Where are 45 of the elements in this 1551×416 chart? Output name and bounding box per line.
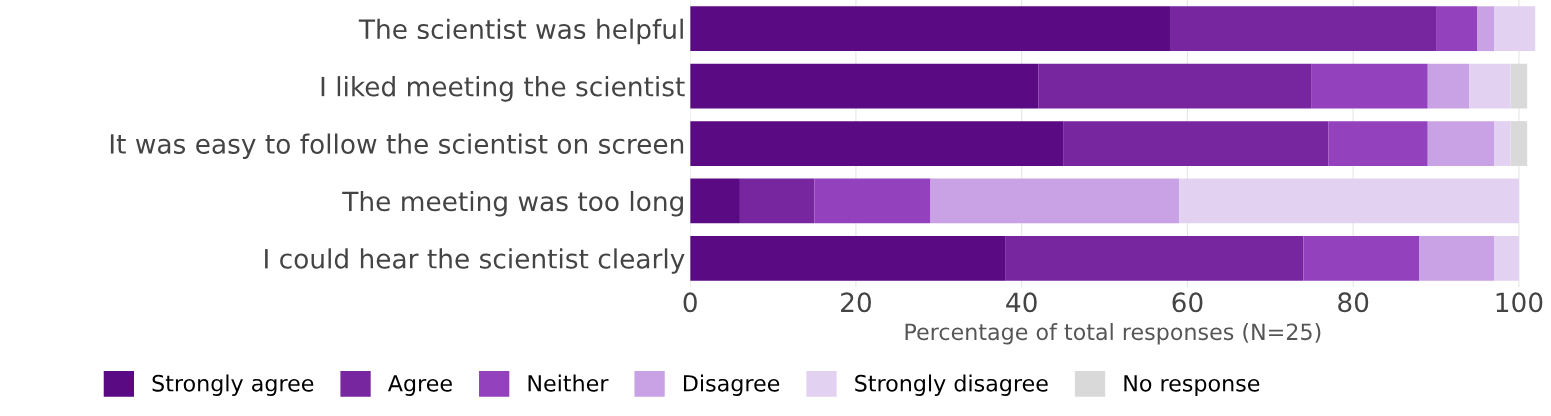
bar (1477, 6, 1495, 52)
legend-label: Strongly agree (152, 374, 314, 396)
bar (739, 178, 815, 224)
bar (1038, 63, 1312, 109)
bar (1510, 121, 1528, 166)
bar (690, 6, 1171, 52)
bar (930, 178, 1180, 224)
y-tick-label: It was easy to follow the scientist on screen (110, 133, 684, 160)
bar (1303, 235, 1420, 281)
bar (1179, 178, 1519, 224)
bar (690, 178, 740, 224)
bar (690, 235, 1006, 281)
y-tick-label: The meeting was too long (342, 190, 683, 217)
bar (1427, 121, 1495, 166)
bar (1494, 6, 1536, 52)
bar (1510, 63, 1528, 109)
bar (1170, 6, 1437, 52)
x-tick-label: 0 (683, 292, 697, 313)
x-tick-label: 100 (1496, 292, 1543, 313)
x-tick-label: 40 (1006, 292, 1037, 313)
bar (1494, 121, 1511, 166)
x-tick-label: 60 (1172, 292, 1203, 313)
y-tick-label: I liked meeting the scientist (321, 76, 685, 102)
y-tick-label: I could hear the scientist clearly (265, 248, 685, 274)
x-tick-label: 20 (841, 292, 871, 313)
bar (814, 178, 931, 224)
legend-label: Neither (528, 374, 609, 392)
bar (690, 121, 1064, 166)
bar (1419, 235, 1495, 281)
bar (1328, 121, 1428, 166)
bar (1427, 63, 1470, 109)
x-tick-label: 80 (1338, 292, 1369, 313)
bar (1063, 121, 1329, 166)
bar (1436, 6, 1478, 52)
bar (1494, 235, 1519, 281)
bar (1469, 63, 1511, 109)
legend-label: Disagree (683, 374, 780, 396)
bar (690, 63, 1039, 109)
x-axis-title: Percentage of total responses (N=25) (905, 323, 1321, 345)
legend-label: No response (1124, 375, 1260, 396)
bar (1005, 235, 1304, 281)
bar (1311, 63, 1428, 109)
legend-label: Agree (387, 375, 452, 396)
legend-label: Strongly disagree (855, 374, 1048, 396)
y-tick-label: The scientist was helpful (358, 18, 683, 45)
